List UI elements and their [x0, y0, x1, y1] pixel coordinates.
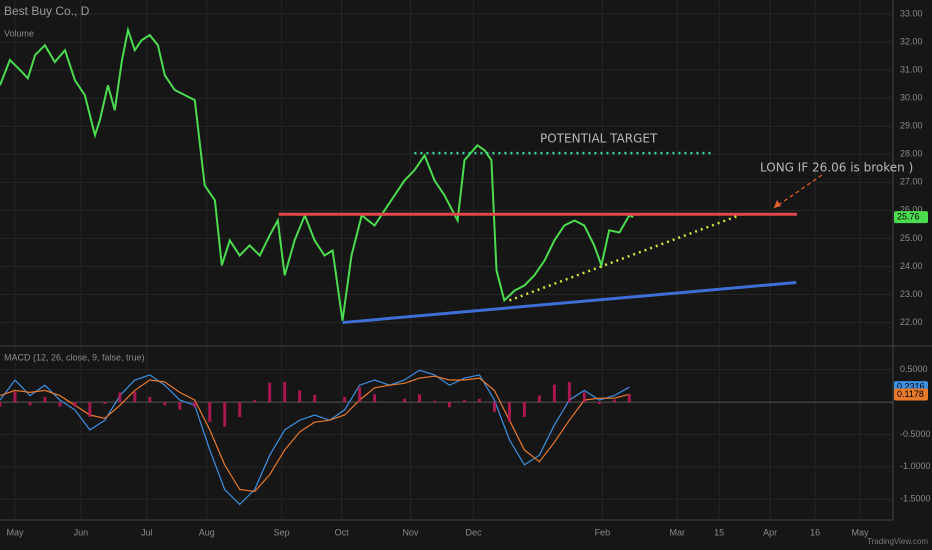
- y-tick-label: 32.00: [900, 36, 923, 46]
- x-tick-label: Feb: [595, 527, 611, 537]
- last-value-badge: [894, 388, 928, 401]
- x-tick-label: Dec: [465, 527, 482, 537]
- series-line: [0, 375, 630, 493]
- x-tick-label: Jun: [74, 527, 89, 537]
- y-tick-label: 25.00: [900, 233, 923, 243]
- annotation-arrow: [773, 174, 823, 209]
- annotation: POTENTIAL TARGET: [540, 132, 658, 146]
- y-tick-label: 24.00: [900, 261, 923, 271]
- histogram-bar: [148, 396, 152, 403]
- histogram-bar: [522, 402, 526, 417]
- histogram-bar: [612, 399, 616, 403]
- histogram-bar: [433, 400, 437, 403]
- histogram-bar: [298, 390, 302, 403]
- histogram-bar: [313, 394, 317, 403]
- annotation: LONG IF 26.06 is broken ): [760, 161, 913, 175]
- histogram-bar: [597, 402, 601, 405]
- y-tick-label: 30.00: [900, 93, 923, 103]
- histogram-bar: [268, 382, 272, 403]
- macd-title: MACD (12, 26, close, 9, false, true): [4, 352, 145, 362]
- histogram-bar: [447, 402, 451, 408]
- trend-line: [342, 280, 797, 325]
- histogram-bar: [163, 402, 167, 406]
- histogram-bar: [373, 394, 377, 403]
- x-tick-label: Oct: [335, 527, 350, 537]
- y-tick-label: 22.00: [900, 317, 923, 327]
- marks: [0, 26, 798, 506]
- x-tick-label: May: [852, 527, 870, 537]
- y-tick-label: -0.5000: [900, 429, 931, 439]
- histogram-bar: [418, 394, 422, 403]
- histogram-bar: [283, 381, 287, 403]
- histogram-bar: [0, 402, 2, 407]
- histogram-bar: [13, 391, 17, 403]
- histogram-bar: [537, 395, 541, 403]
- histogram-bar: [43, 396, 47, 403]
- trend-line: [508, 214, 740, 302]
- histogram-bar: [178, 402, 182, 410]
- x-tick-label: May: [6, 527, 24, 537]
- histogram-bar: [28, 402, 32, 406]
- histogram-bar: [343, 396, 347, 403]
- histogram-bar: [133, 391, 137, 403]
- histogram-bar: [507, 402, 511, 422]
- histogram-bar: [238, 402, 242, 417]
- last-value-label: 25.76: [897, 211, 920, 221]
- y-tick-label: 23.00: [900, 289, 923, 299]
- histogram-bar: [208, 402, 212, 423]
- y-tick-label: 31.00: [900, 64, 923, 74]
- histogram-bar: [552, 384, 556, 403]
- y-tick-label: 29.00: [900, 121, 923, 131]
- last-value-badge: [894, 211, 928, 224]
- histogram-bar: [118, 392, 122, 403]
- last-value-label: 0.2316: [897, 381, 925, 391]
- y-tick-label: 28.00: [900, 149, 923, 159]
- x-tick-label: Apr: [763, 527, 777, 537]
- y-tick-label: -1.0000: [900, 461, 931, 471]
- histogram-bar: [477, 398, 481, 403]
- histogram-bar: [58, 402, 62, 407]
- histogram-bar: [103, 402, 107, 405]
- x-tick-label: Aug: [199, 527, 215, 537]
- x-tick-label: Nov: [403, 527, 420, 537]
- x-tick-label: 16: [810, 527, 820, 537]
- histogram-bar: [358, 387, 362, 403]
- histogram-bar: [462, 400, 466, 403]
- histogram-bar: [627, 394, 631, 403]
- histogram-bar: [582, 392, 586, 403]
- watermark: TradingView.com: [867, 537, 928, 546]
- histogram-bar: [567, 381, 571, 403]
- y-tick-label: 27.00: [900, 177, 923, 187]
- chart-title: Best Buy Co., D: [4, 4, 90, 18]
- series-line: [0, 369, 630, 506]
- histogram-bar: [223, 402, 227, 427]
- histogram-bar: [492, 402, 496, 412]
- y-tick-label: -1.5000: [900, 494, 931, 504]
- x-tick-label: Mar: [669, 527, 685, 537]
- histogram-bar: [193, 402, 197, 408]
- y-tick-label: 33.00: [900, 8, 923, 18]
- histogram-bar: [73, 402, 77, 407]
- arrow-head: [774, 200, 781, 208]
- x-tick-label: Sep: [274, 527, 290, 537]
- x-tick-label: Jul: [141, 527, 153, 537]
- histogram-bar: [88, 402, 92, 417]
- subtitle: Volume: [4, 28, 34, 38]
- histogram-bar: [403, 398, 407, 403]
- x-tick-label: 15: [714, 527, 724, 537]
- grid: [0, 0, 893, 520]
- last-value-label: 0.1178: [897, 389, 924, 399]
- y-tick-label: 26.00: [900, 205, 923, 215]
- histogram-bar: [253, 400, 257, 403]
- y-tick-label: 0.5000: [900, 364, 928, 374]
